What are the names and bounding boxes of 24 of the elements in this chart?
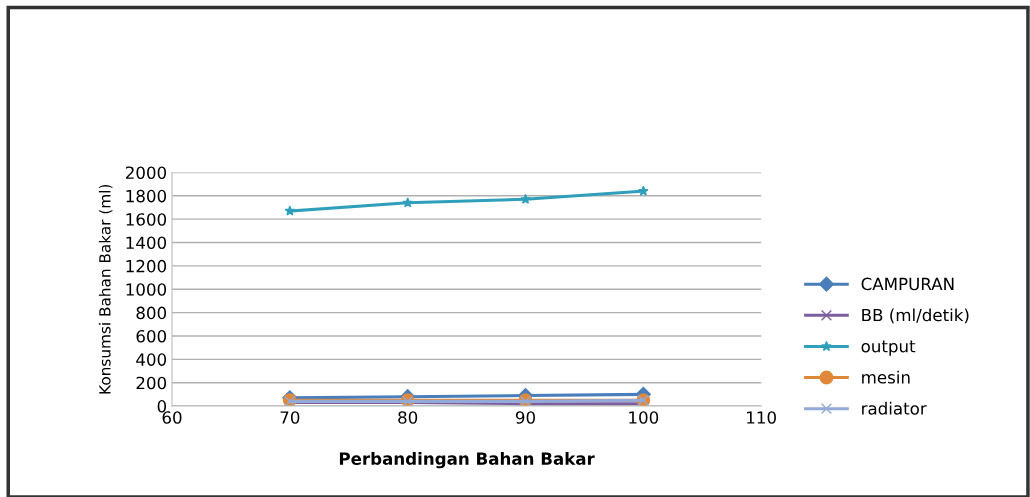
y-tick-label: 1800 [126,189,167,203]
x-tick-label: 60 [162,411,182,424]
y-tick-label: 1400 [126,236,167,250]
x-tick-label: 70 [280,411,300,424]
legend-label: CAMPURAN [861,277,954,291]
x-axis-title: Perbandingan Bahan Bakar [339,452,595,469]
y-tick-label: 1600 [126,213,167,226]
x-tick-label: 100 [629,411,659,424]
x-tick-label: 80 [398,411,418,424]
legend-label: radiator [862,401,927,415]
legend-label: output [861,340,916,356]
y-tick-label: 1200 [126,259,167,273]
y-tick-label: 800 [136,306,167,320]
y-tick-label: 2000 [125,166,167,180]
legend-label: BB (ml/detik) [862,308,969,324]
y-tick-label: 400 [136,353,167,366]
y-tick-label: 200 [136,376,167,390]
legend-label: mesin [862,370,910,384]
x-tick-label: 110 [747,411,776,424]
y-tick-label: 0 [157,400,167,413]
x-tick-label: 90 [515,411,535,424]
y-tick-label: 600 [136,329,167,343]
y-tick-label: 1000 [126,283,167,296]
y-axis-title: Konsumsi Bahan Bakar (ml) [98,184,113,394]
